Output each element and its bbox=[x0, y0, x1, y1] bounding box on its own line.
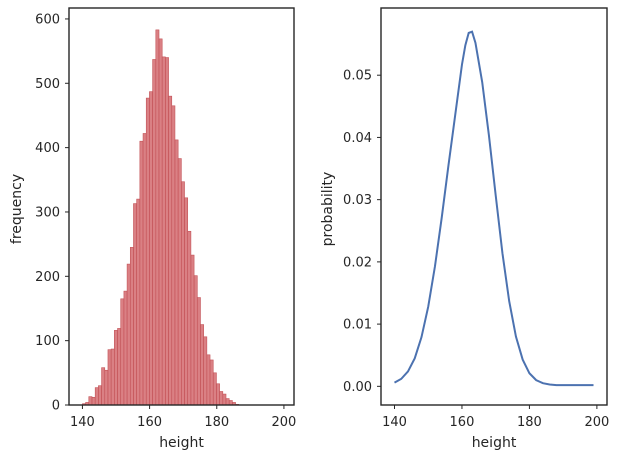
histogram-bar bbox=[117, 328, 122, 406]
histogram-bar bbox=[129, 247, 134, 406]
axes-frame bbox=[68, 7, 295, 406]
histogram-bar bbox=[225, 398, 230, 406]
x-tick-label: 200 bbox=[272, 415, 297, 430]
y-tick-label: 0.00 bbox=[343, 380, 372, 395]
histogram-bar bbox=[209, 359, 214, 406]
histogram-bar bbox=[98, 385, 102, 406]
y-tick-label: 400 bbox=[35, 141, 60, 156]
histogram-bar bbox=[168, 95, 173, 406]
x-tick-label: 200 bbox=[584, 415, 609, 430]
histogram-bar bbox=[200, 324, 204, 406]
histogram-bar bbox=[158, 38, 163, 406]
y-axis-label: frequency bbox=[9, 174, 25, 244]
histogram-bar bbox=[101, 367, 106, 406]
axes-frame bbox=[380, 7, 608, 406]
histogram-bar bbox=[216, 383, 220, 406]
histogram-panel: 140 160 180 200 0 100 200 300 400 500 600 height fre… bbox=[9, 7, 297, 451]
histogram-bar bbox=[177, 158, 182, 406]
x-axis-label: height bbox=[472, 435, 517, 451]
y-tick-label: 0.05 bbox=[343, 69, 372, 84]
histogram-bar bbox=[88, 396, 93, 406]
y-tick-label: 500 bbox=[35, 77, 60, 92]
histogram-bar bbox=[155, 29, 160, 406]
histogram-bar bbox=[133, 203, 137, 406]
histogram-bar bbox=[161, 56, 166, 406]
histogram-bar bbox=[165, 57, 169, 406]
y-tick-label: 300 bbox=[35, 205, 60, 220]
x-tick-label: 160 bbox=[450, 415, 475, 430]
histogram-bar bbox=[149, 91, 153, 406]
histogram-bar bbox=[107, 349, 112, 406]
histogram-bar bbox=[91, 396, 96, 406]
histogram-bar bbox=[123, 290, 128, 406]
y-tick-label: 200 bbox=[35, 270, 60, 285]
histogram-bar bbox=[142, 133, 147, 406]
histogram-bar bbox=[139, 140, 144, 406]
histogram-bar bbox=[114, 330, 118, 406]
histogram-bar bbox=[219, 391, 224, 406]
histogram-bar bbox=[193, 275, 198, 406]
histogram-bar bbox=[126, 263, 131, 406]
histogram-bar bbox=[174, 139, 179, 406]
pdf-line-panel: 140 160 180 200 0.00 0.01 0.02 0.03 0.04 0.05 heig… bbox=[320, 7, 609, 451]
histogram-bar bbox=[171, 105, 176, 406]
histogram-bar bbox=[203, 336, 208, 406]
histogram-bar bbox=[152, 59, 157, 406]
y-tick-label: 0 bbox=[52, 399, 60, 414]
x-tick-label: 140 bbox=[70, 415, 95, 430]
histogram-bar bbox=[212, 372, 217, 406]
x-tick-label: 180 bbox=[517, 415, 542, 430]
x-tick-label: 180 bbox=[204, 415, 229, 430]
y-tick-label: 600 bbox=[35, 12, 60, 27]
histogram-bar bbox=[181, 181, 185, 406]
histogram-bar bbox=[206, 354, 211, 406]
pdf-series-line bbox=[394, 30, 594, 387]
y-tick-label: 0.02 bbox=[343, 255, 372, 270]
y-tick-label: 0.01 bbox=[343, 318, 372, 333]
x-tick-label: 160 bbox=[137, 415, 162, 430]
histogram-bar bbox=[222, 393, 227, 406]
y-tick-label: 100 bbox=[35, 334, 60, 349]
histogram-bar bbox=[94, 387, 99, 406]
y-tick-label: 0.03 bbox=[343, 193, 372, 208]
histogram-bar bbox=[120, 298, 125, 406]
y-axis-label: probability bbox=[320, 172, 336, 247]
histogram-bar bbox=[196, 297, 201, 406]
histogram-bar bbox=[187, 230, 192, 406]
histogram-bar bbox=[104, 369, 109, 406]
histogram-bar bbox=[145, 97, 150, 406]
histogram-bar bbox=[136, 198, 141, 406]
histogram-bar bbox=[190, 254, 195, 406]
x-tick-label: 140 bbox=[382, 415, 407, 430]
x-axis-label: height bbox=[159, 435, 204, 451]
histogram-bar bbox=[184, 197, 189, 406]
histogram-bar bbox=[110, 348, 115, 406]
y-tick-label: 0.04 bbox=[343, 131, 372, 146]
